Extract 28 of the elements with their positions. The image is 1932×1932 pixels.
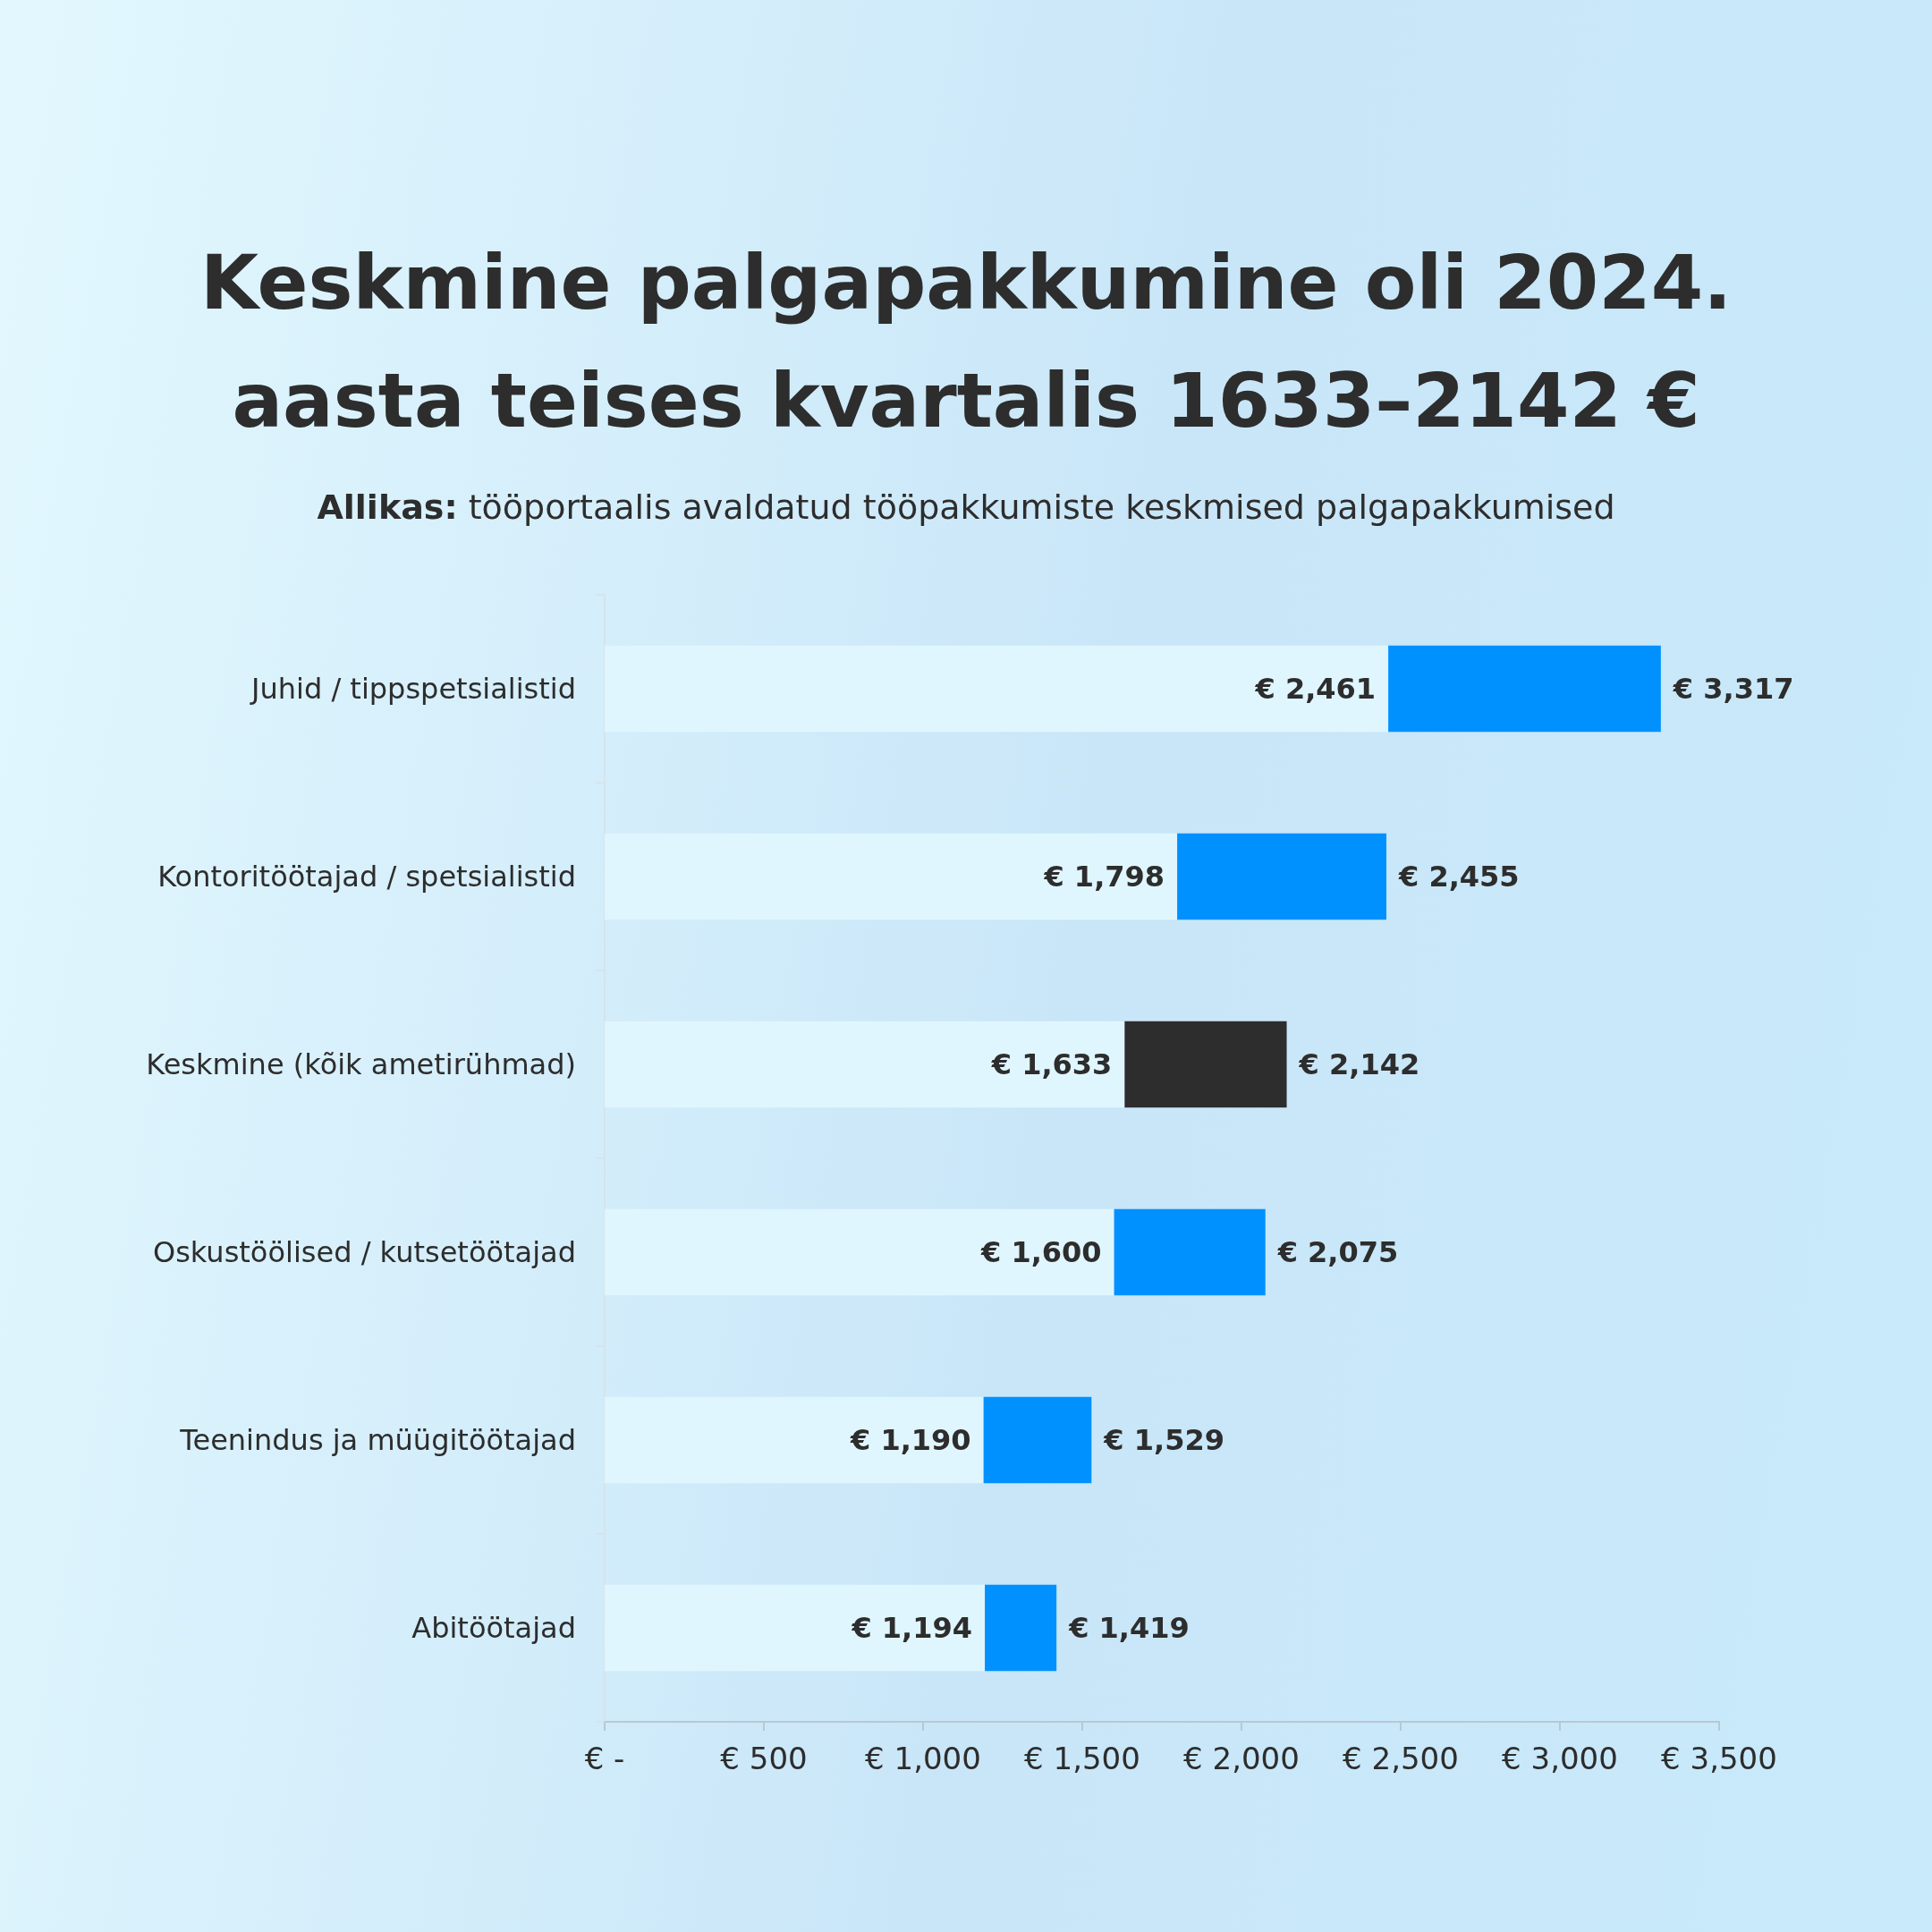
data-label: € 1,600 <box>979 1235 1102 1269</box>
y-tick-label: Juhid / tippspetsialistid <box>250 672 576 706</box>
x-tick-label: € 1,500 <box>1024 1741 1140 1776</box>
y-tick-label: Teenindus ja müügitöötajad <box>179 1423 576 1457</box>
total-label: € 2,075 <box>1276 1235 1399 1269</box>
total-label: € 3,317 <box>1672 672 1794 706</box>
y-tick-label: Kontoritöötajad / spetsialistid <box>157 860 576 894</box>
data-label: € 1,190 <box>850 1423 971 1457</box>
x-tick-label: € 2,000 <box>1183 1741 1300 1776</box>
text: Allikas: tööportaalis avaldatud tööpakkumiste keskmised palgapakkumised <box>316 487 1616 527</box>
x-tick-label: € 3,500 <box>1661 1741 1777 1776</box>
y-tick-label: Abitöötajad <box>411 1611 576 1645</box>
chart-title: Keskmine palgapakkumine oli 2024. aasta teises kvartalis 1633–2142 € <box>199 238 1733 446</box>
x-tick-label: € 1,000 <box>865 1741 981 1776</box>
total-label: € 2,142 <box>1298 1047 1420 1081</box>
x-tick-label: € 3,000 <box>1502 1741 1618 1776</box>
x-tick-label: € - <box>584 1741 625 1776</box>
x-tick-label: € 2,500 <box>1343 1741 1459 1776</box>
data-label: € 1,633 <box>990 1047 1113 1081</box>
y-tick-label: Keskmine (kõik ametirühmad) <box>146 1047 576 1081</box>
total-label: € 1,529 <box>1103 1423 1224 1457</box>
data-label: € 2,461 <box>1254 672 1377 706</box>
y-tick-label: Oskustöölised / kutsetöötajad <box>152 1235 576 1269</box>
total-label: € 2,455 <box>1397 860 1520 894</box>
data-label: € 1,798 <box>1043 860 1165 894</box>
total-label: € 1,419 <box>1068 1611 1190 1645</box>
data-label: € 1,194 <box>851 1611 973 1645</box>
x-tick-label: € 500 <box>720 1741 808 1776</box>
